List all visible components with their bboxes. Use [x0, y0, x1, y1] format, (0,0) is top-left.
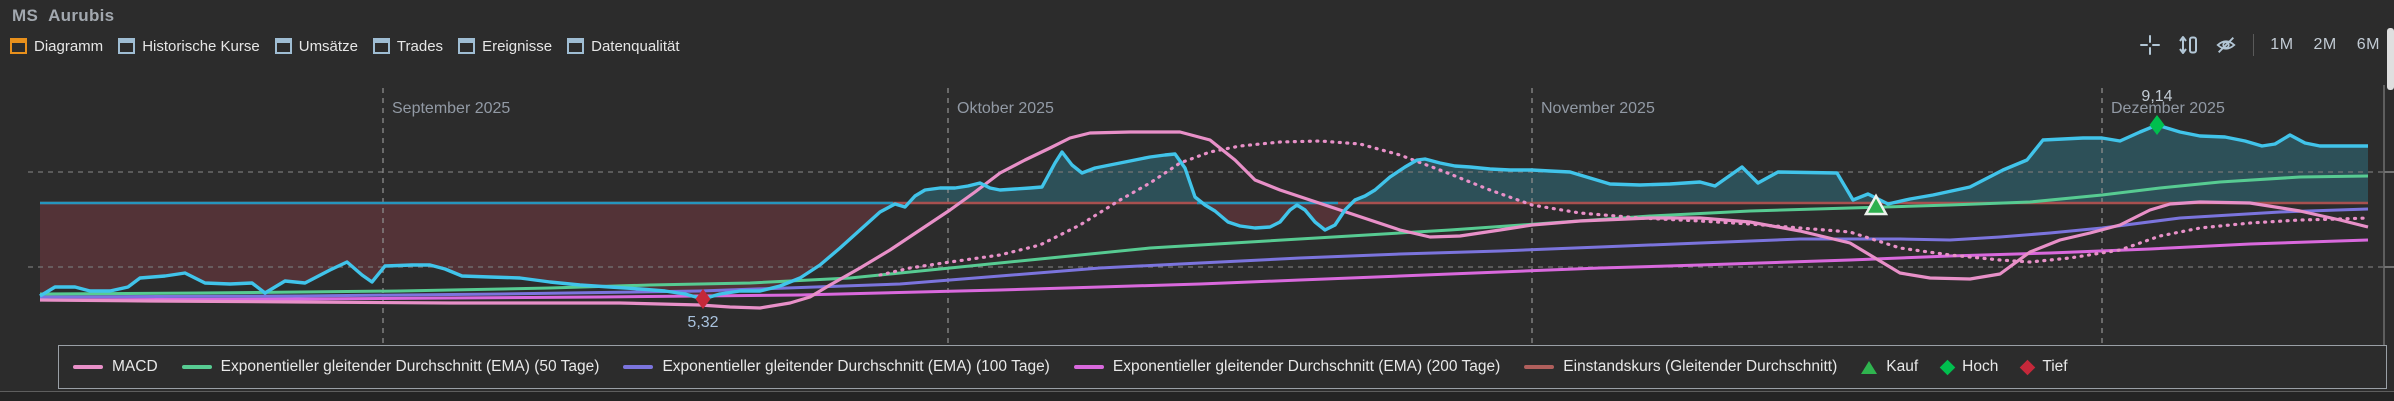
legend-line-swatch: [73, 365, 103, 369]
instrument-title: MS Aurubis: [12, 6, 114, 26]
tab-bar: Diagramm Historische Kurse Umsätze Trades Er…: [10, 33, 680, 59]
hoch-marker-label: 9,14: [2141, 88, 2172, 105]
window-icon: [118, 38, 136, 54]
legend-line-swatch: [181, 365, 212, 369]
tab-label: Trades: [396, 37, 444, 55]
legend-item[interactable]: Kauf: [1861, 358, 1918, 376]
tab-datenqualit-t[interactable]: Datenqualität: [567, 37, 680, 55]
vertical-scale-icon[interactable]: [2177, 34, 2199, 56]
legend-item[interactable]: Tief: [2020, 358, 2068, 376]
tab-label: Datenqualität: [591, 37, 680, 55]
legend-diamond-swatch: [2020, 359, 2036, 375]
legend-line-swatch: [1524, 365, 1555, 369]
tab-trades[interactable]: Trades: [372, 37, 444, 55]
legend-label: Exponentieller gleitender Durchschnitt (…: [1112, 358, 1501, 375]
legend-label: Exponentieller gleitender Durchschnitt (…: [662, 358, 1050, 375]
legend-label: Kauf: [1886, 358, 1919, 375]
legend-triangle-swatch: [1861, 360, 1878, 374]
window-icon: [567, 38, 585, 54]
tab-label: Umsätze: [298, 37, 358, 55]
month-label: Oktober 2025: [957, 100, 1054, 117]
legend-label: Tief: [2042, 358, 2068, 375]
series-ema200: [39, 238, 2369, 302]
period-button-6m[interactable]: 6M: [2356, 36, 2380, 53]
series-macd: [39, 130, 2369, 310]
tab-diagramm[interactable]: Diagramm: [10, 38, 103, 55]
legend-label: Exponentieller gleitender Durchschnitt (…: [220, 358, 600, 375]
tab-historische-kurse[interactable]: Historische Kurse: [118, 38, 260, 55]
period-buttons: 1M 2M 6M: [2270, 36, 2380, 54]
legend-item[interactable]: Hoch: [1939, 358, 1999, 376]
series-ema50: [39, 174, 2369, 296]
tab-label: Ereignisse: [482, 37, 553, 55]
title-prefix: MS: [12, 6, 39, 25]
legend-label: Einstandskurs (Gleitender Durchschnitt): [1563, 358, 1838, 375]
legend-label: Hoch: [1962, 358, 1999, 375]
window-icon: [458, 38, 476, 54]
tab-label: Historische Kurse: [142, 37, 260, 55]
period-button-1m[interactable]: 1M: [2270, 36, 2294, 53]
toolbar-divider: [2253, 34, 2255, 56]
window-icon: [372, 38, 390, 54]
chart-legend: MACD Exponentieller gleitender Durchschni…: [58, 345, 2387, 389]
legend-item[interactable]: MACD: [73, 358, 158, 376]
month-label: September 2025: [392, 100, 510, 117]
legend-item[interactable]: Exponentieller gleitender Durchschnitt (…: [623, 358, 1050, 376]
tief-marker-label: 5,32: [687, 314, 718, 331]
crosshair-icon[interactable]: [2139, 34, 2161, 56]
tief-marker[interactable]: [695, 289, 711, 309]
series-ema100: [39, 207, 2369, 299]
chart-toolbar: 1M 2M 6M: [2139, 30, 2380, 60]
month-label: November 2025: [1541, 100, 1655, 117]
hide-icon[interactable]: [2215, 34, 2237, 56]
tab-ereignisse[interactable]: Ereignisse: [458, 38, 552, 55]
hoch-marker[interactable]: [2149, 115, 2165, 135]
month-label: Dezember 2025: [2111, 100, 2225, 117]
period-button-2m[interactable]: 2M: [2313, 36, 2337, 53]
loss-area: [40, 203, 2368, 299]
legend-item[interactable]: Exponentieller gleitender Durchschnitt (…: [181, 358, 600, 376]
legend-line-swatch: [1073, 365, 1104, 369]
scrollbar-thumb[interactable]: [2387, 28, 2394, 90]
series-macd_signal: [878, 139, 2370, 277]
tab-label: Diagramm: [34, 37, 104, 55]
window-icon: [274, 38, 292, 54]
window-icon: [10, 38, 27, 54]
legend-line-swatch: [623, 365, 654, 369]
legend-item[interactable]: Exponentieller gleitender Durchschnitt (…: [1073, 358, 1501, 376]
legend-item[interactable]: Einstandskurs (Gleitender Durchschnitt): [1524, 358, 1837, 376]
window-bottom-edge: [0, 391, 2394, 401]
kauf-marker[interactable]: [1863, 193, 1889, 216]
tab-ums-tze[interactable]: Umsätze: [274, 37, 358, 55]
legend-diamond-swatch: [1939, 359, 1956, 375]
gain-area: [40, 125, 2368, 203]
title-name: Aurubis: [48, 6, 115, 25]
legend-label: MACD: [112, 358, 158, 375]
